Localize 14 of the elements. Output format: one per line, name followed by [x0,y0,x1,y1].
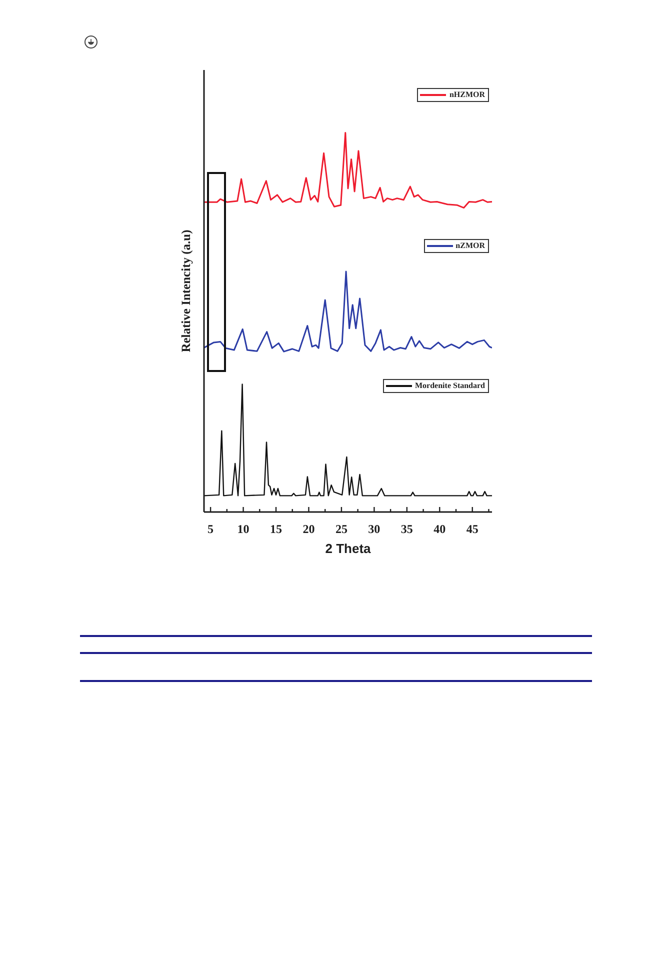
x-tick-label: 5 [208,522,214,536]
x-tick-label: 40 [434,522,446,536]
legend-label: nHZMOR [449,90,485,100]
x-tick-label: 25 [335,522,348,536]
x-tick-label: 20 [302,522,315,536]
y-axis-title: Relative Intencity (a.u) [179,230,193,352]
legend-label: nZMOR [456,241,485,251]
x-tick-label: 10 [237,522,250,536]
x-tick-label: 35 [400,522,413,536]
x-tick-label: 15 [270,522,282,536]
x-tick-label: 45 [466,522,478,536]
x-tick-label: 30 [368,522,380,536]
legend-label: Mordenite Standard [415,381,485,391]
x-axis-title: 2 Theta [325,541,372,556]
